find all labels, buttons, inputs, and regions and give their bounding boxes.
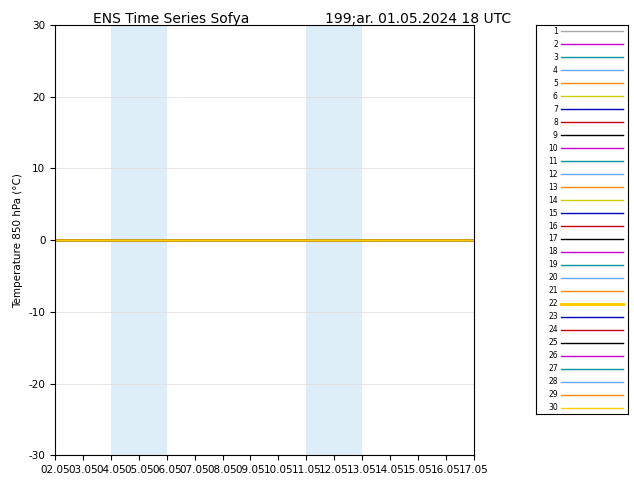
Bar (306, 25, 362, 455)
Text: 10: 10 (548, 144, 558, 153)
Text: 30: 30 (548, 403, 558, 412)
Text: 9: 9 (553, 131, 558, 140)
Text: 12: 12 (548, 170, 558, 179)
Text: 19: 19 (548, 260, 558, 270)
Text: 5: 5 (553, 79, 558, 88)
Text: 13: 13 (548, 183, 558, 192)
Text: 28: 28 (548, 377, 558, 386)
Text: 17: 17 (548, 235, 558, 244)
Text: 2: 2 (553, 40, 558, 49)
Text: 20: 20 (548, 273, 558, 282)
Y-axis label: Temperature 850 hPa (°C): Temperature 850 hPa (°C) (13, 172, 23, 308)
Text: 8: 8 (553, 118, 558, 127)
Text: 25: 25 (548, 338, 558, 347)
Text: ENS Time Series Sofya: ENS Time Series Sofya (93, 12, 249, 26)
Text: 21: 21 (548, 286, 558, 295)
Text: 7: 7 (553, 105, 558, 114)
Text: 24: 24 (548, 325, 558, 334)
Text: 199;ar. 01.05.2024 18 UTC: 199;ar. 01.05.2024 18 UTC (325, 12, 512, 26)
Text: 23: 23 (548, 312, 558, 321)
Text: 14: 14 (548, 196, 558, 204)
Text: 1: 1 (553, 27, 558, 36)
Text: 18: 18 (548, 247, 558, 256)
Text: 15: 15 (548, 209, 558, 218)
Text: 6: 6 (553, 92, 558, 101)
Text: 27: 27 (548, 364, 558, 373)
Text: 11: 11 (548, 157, 558, 166)
Text: 4: 4 (553, 66, 558, 75)
Bar (111, 25, 167, 455)
Text: 29: 29 (548, 390, 558, 399)
Text: 16: 16 (548, 221, 558, 230)
Text: 22: 22 (548, 299, 558, 308)
Text: 26: 26 (548, 351, 558, 360)
Text: 3: 3 (553, 53, 558, 62)
